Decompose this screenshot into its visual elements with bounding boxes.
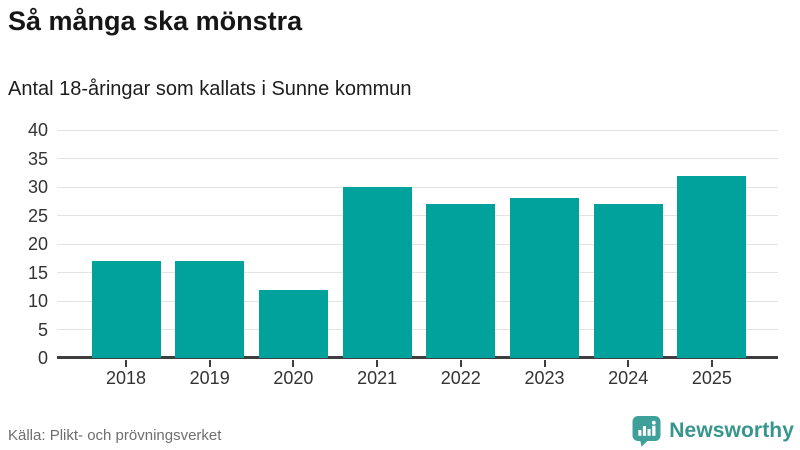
gridline-y-35	[57, 158, 778, 159]
chart-title: Så många ska mönstra	[8, 6, 303, 36]
x-axis-tick-2025	[710, 360, 713, 367]
x-axis-label-2021: 2021	[357, 368, 398, 388]
gridline-y-15	[57, 272, 778, 273]
bar-2018	[91, 261, 161, 358]
x-axis-tick-2023	[543, 360, 546, 367]
x-axis-tick-2018	[125, 360, 127, 367]
y-axis-label-15: 15	[27, 262, 48, 283]
gridline-y-40	[57, 129, 778, 131]
bar-2021	[342, 187, 412, 358]
newsworthy-logo: Newsworthy	[631, 415, 794, 447]
bar-2019	[175, 261, 245, 358]
x-axis-tick-2024	[627, 360, 630, 367]
y-axis-label-35: 35	[27, 148, 48, 169]
x-axis-label-2019: 2019	[189, 368, 230, 388]
x-axis-tick-2020	[292, 360, 295, 367]
x-axis-label-2024: 2024	[608, 368, 649, 388]
x-axis-label-2025: 2025	[691, 368, 732, 388]
x-axis-line	[57, 356, 778, 359]
gridline-y-20	[57, 243, 778, 245]
bar-2022	[426, 204, 496, 358]
bar-2024	[593, 204, 663, 358]
newsworthy-logo-icon	[631, 415, 662, 447]
gridline-y-5	[57, 329, 778, 330]
x-axis-label-2023: 2023	[524, 368, 565, 388]
y-axis-label-5: 5	[37, 319, 48, 340]
gridline-y-25	[57, 215, 778, 216]
chart-footer: Källa: Plikt- och prövningsverket Newswo…	[8, 414, 794, 448]
source-note: Källa: Plikt- och prövningsverket	[8, 427, 222, 444]
y-axis-label-10: 10	[27, 291, 48, 311]
chart-subtitle: Antal 18-åringar som kallats i Sunne kom…	[8, 78, 412, 100]
x-axis-tick-2019	[208, 360, 211, 367]
y-axis-label-30: 30	[27, 177, 48, 197]
x-axis-tick-2022	[459, 360, 462, 367]
bar-2020	[258, 289, 328, 358]
x-axis-tick-2021	[376, 360, 379, 367]
gridline-y-30	[57, 186, 778, 188]
y-axis-label-0: 0	[37, 348, 48, 368]
x-axis-label-2020: 2020	[273, 368, 314, 388]
bar-chart-plot-area: 0 5 10 15 20 25 30 35 40 2018 2019 2020 2021 2022 2023…	[28, 120, 778, 388]
y-axis-label-25: 25	[27, 205, 48, 226]
x-axis-label-2022: 2022	[440, 368, 481, 388]
newsworthy-logo-text: Newsworthy	[669, 419, 794, 442]
gridline-y-10	[57, 300, 778, 302]
x-axis-label-2018: 2018	[105, 368, 147, 388]
bar-2025	[677, 175, 747, 358]
bar-2023	[510, 198, 579, 358]
y-axis-label-20: 20	[27, 234, 48, 254]
y-axis-label-40: 40	[27, 120, 48, 140]
